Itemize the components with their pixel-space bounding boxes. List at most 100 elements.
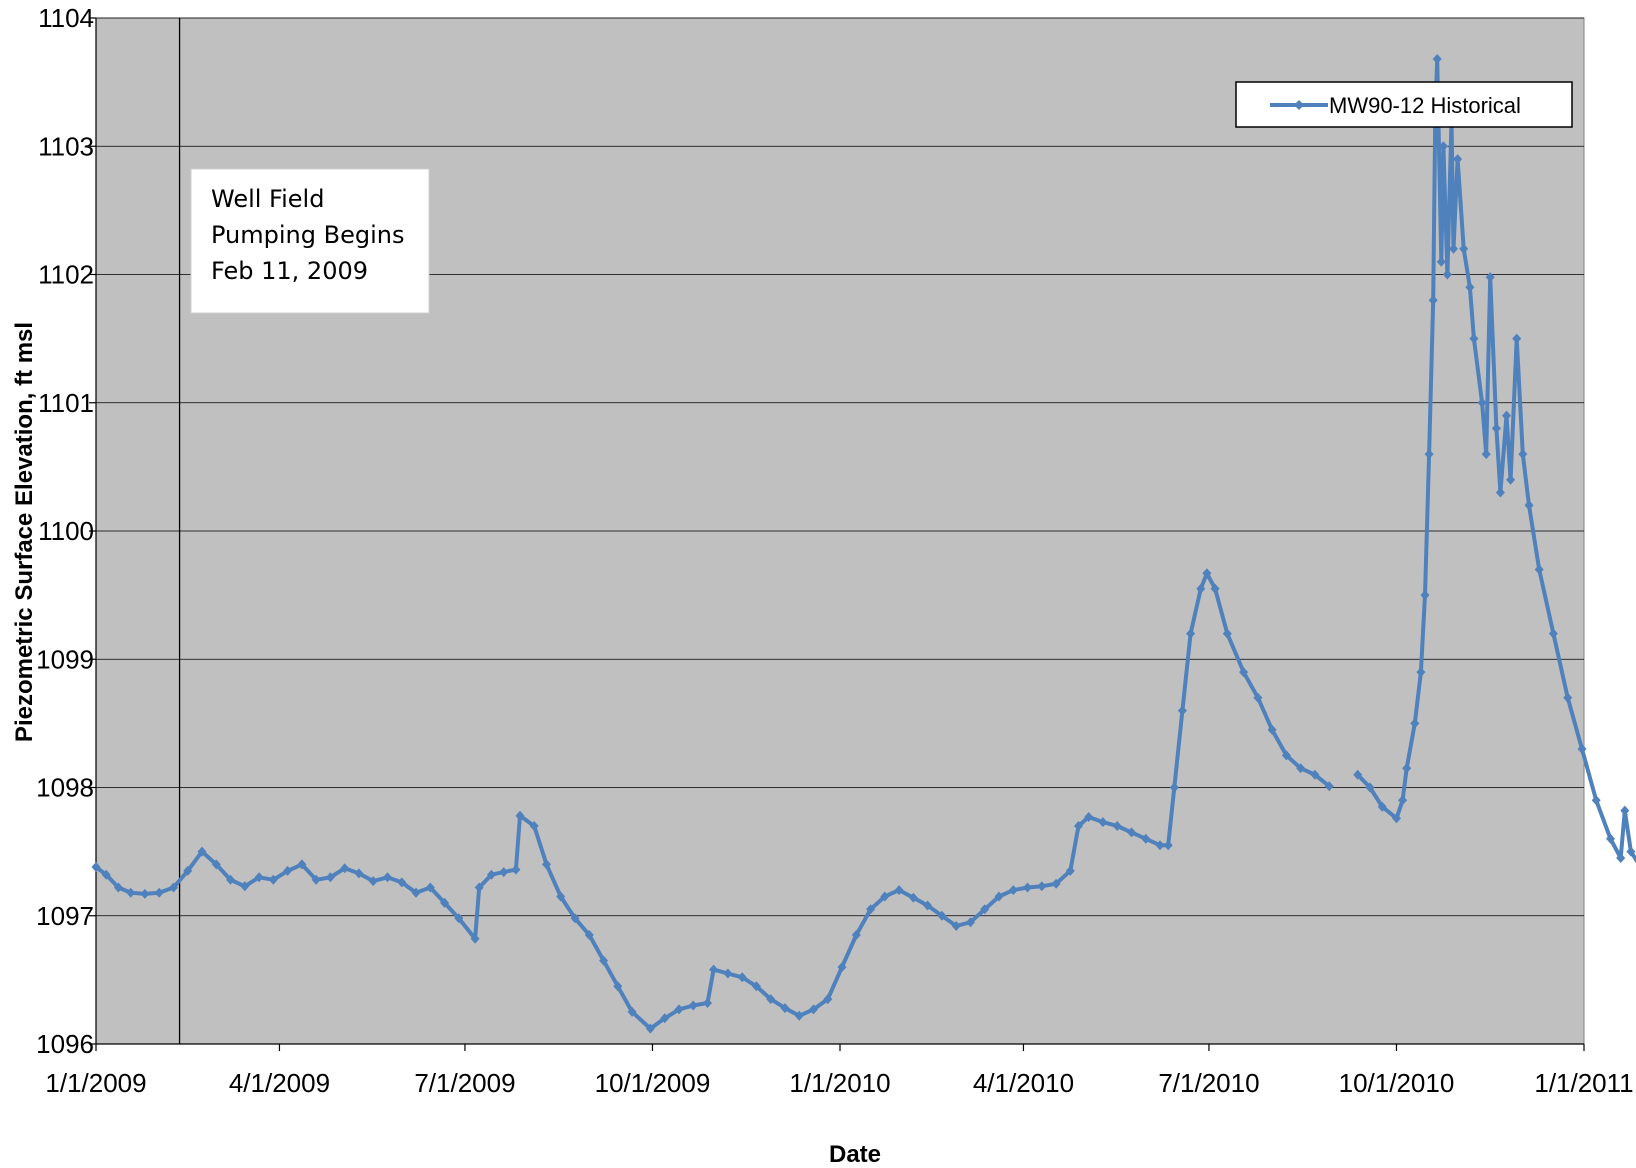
data-point — [1065, 865, 1075, 876]
data-point — [709, 964, 719, 975]
data-point — [311, 874, 321, 885]
data-point — [908, 892, 918, 903]
data-point — [91, 862, 101, 872]
data-point — [1534, 564, 1544, 575]
data-point — [1365, 782, 1375, 793]
data-point — [1239, 667, 1249, 678]
data-point — [809, 1004, 818, 1015]
data-point — [688, 1000, 698, 1011]
data-point — [474, 882, 484, 893]
data-point — [1410, 718, 1420, 729]
data-point — [1353, 769, 1363, 780]
data-point — [737, 972, 747, 983]
data-point — [1502, 410, 1511, 421]
data-point — [368, 876, 378, 887]
data-point — [542, 859, 551, 870]
data-point — [1432, 54, 1442, 64]
data-point — [723, 968, 733, 979]
data-point — [440, 897, 450, 908]
x-tick-label: 10/1/2009 — [595, 1068, 711, 1098]
data-point — [1416, 667, 1426, 678]
data-point — [584, 930, 594, 940]
y-tick-label: 1104 — [38, 3, 94, 33]
data-point — [1420, 590, 1430, 601]
data-point — [980, 904, 990, 915]
data-point — [1438, 141, 1448, 152]
data-point — [1495, 487, 1505, 498]
data-point — [197, 846, 207, 857]
data-point — [268, 874, 278, 885]
data-point — [113, 882, 123, 893]
data-point — [1127, 827, 1136, 838]
data-point — [1469, 333, 1479, 344]
data-point — [1506, 474, 1516, 485]
y-axis-title: Piezometric Surface Elevation, ft msl — [11, 322, 38, 742]
data-point — [1023, 882, 1032, 893]
data-point — [354, 868, 364, 879]
data-point — [703, 998, 712, 1008]
data-point — [425, 882, 435, 893]
data-point — [556, 891, 566, 902]
data-point — [1616, 853, 1626, 863]
data-point — [994, 891, 1004, 902]
data-point — [951, 921, 961, 931]
data-point — [183, 865, 193, 876]
data-point — [1485, 272, 1495, 283]
data-point — [1398, 795, 1408, 806]
annotation-line-3: Feb 11, 2009 — [211, 257, 368, 285]
annotation-line-1: Well Field — [211, 185, 324, 213]
data-point — [1098, 817, 1108, 828]
data-point — [529, 821, 539, 831]
data-point — [486, 869, 496, 880]
axis-ticks: 1096 1097 1098 1099 1100 1101 1102 1103 1104 1/1/… — [36, 3, 1633, 1098]
annotation-line-2: Pumping Begins — [211, 221, 404, 249]
series-group — [91, 54, 1636, 1034]
data-point — [1518, 449, 1528, 460]
data-point — [1577, 744, 1587, 754]
data-point — [1210, 583, 1220, 594]
data-point — [1084, 812, 1094, 822]
x-tick-label: 1/1/2010 — [789, 1068, 890, 1098]
data-point — [823, 994, 833, 1005]
data-point — [937, 910, 947, 921]
data-point — [383, 872, 392, 883]
data-point — [1449, 243, 1458, 254]
data-point — [1281, 750, 1291, 761]
y-tick-label: 1103 — [38, 131, 94, 161]
data-point — [1424, 449, 1434, 460]
y-tick-label: 1097 — [36, 901, 94, 931]
x-axis-title: Date — [829, 1141, 881, 1168]
data-point — [1008, 885, 1018, 896]
data-point — [645, 1023, 655, 1034]
data-point — [1169, 782, 1179, 793]
data-point — [1442, 269, 1452, 280]
data-point — [340, 863, 350, 874]
x-tick-label: 7/1/2010 — [1158, 1068, 1259, 1098]
data-point — [966, 917, 975, 928]
data-point — [923, 900, 933, 911]
data-point — [866, 904, 876, 915]
data-point — [1481, 449, 1491, 460]
data-point — [1310, 769, 1320, 780]
data-point — [397, 877, 407, 888]
data-point — [1222, 628, 1232, 639]
y-tick-label: 1102 — [38, 260, 94, 290]
data-point — [411, 887, 421, 898]
data-point — [1112, 821, 1122, 831]
y-tick-label: 1098 — [36, 773, 94, 803]
data-point — [126, 887, 136, 898]
data-point — [627, 1006, 637, 1017]
data-point — [169, 882, 178, 893]
data-point — [1267, 724, 1277, 735]
data-point — [1196, 583, 1206, 594]
data-point — [1436, 256, 1446, 267]
data-point — [154, 887, 164, 898]
y-tick-label: 1100 — [38, 516, 94, 546]
data-point — [1324, 781, 1334, 792]
data-point — [454, 913, 464, 924]
data-point — [751, 981, 761, 992]
data-point — [515, 810, 525, 821]
annotation-box: Well Field Pumping Begins Feb 11, 2009 — [190, 168, 430, 314]
data-point — [1163, 840, 1173, 851]
